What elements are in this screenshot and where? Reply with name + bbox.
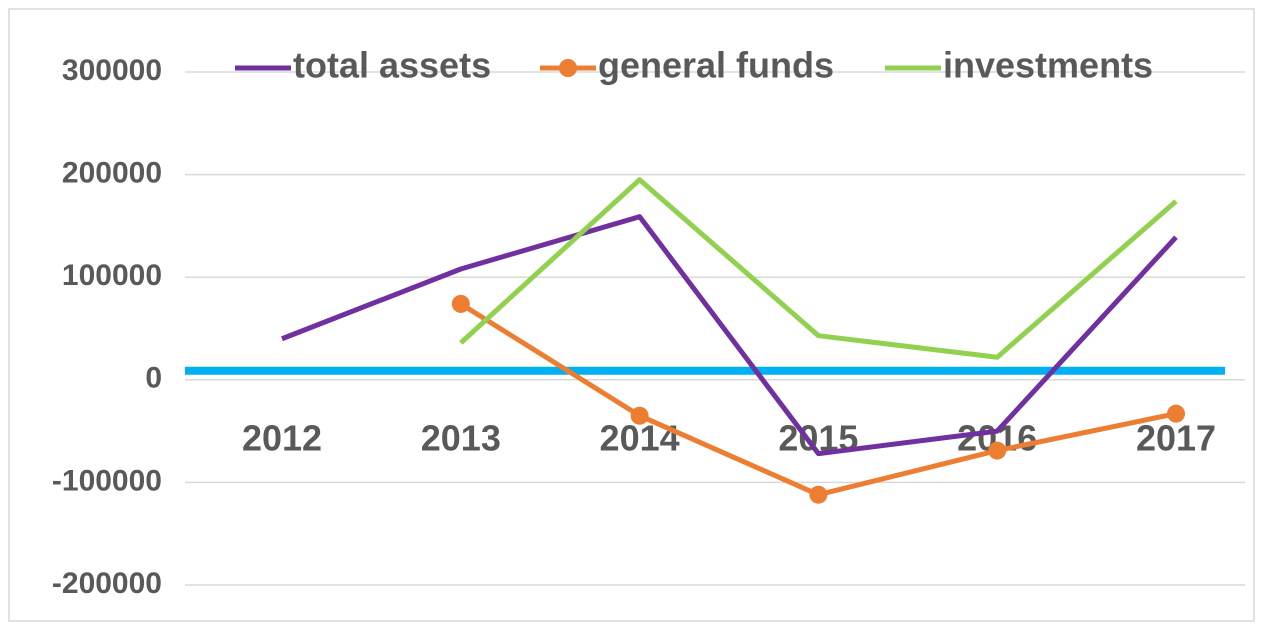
data-point [809, 485, 828, 504]
y-tick-label: -200000 [52, 567, 162, 600]
data-point [988, 441, 1007, 460]
data-point [630, 406, 649, 425]
x-tick-label: 2013 [421, 418, 501, 459]
y-tick-label: 100000 [62, 259, 162, 292]
x-tick-label: 2012 [242, 418, 322, 459]
legend-label: general funds [598, 45, 834, 86]
chart-border [8, 8, 1255, 622]
legend-label: total assets [293, 45, 491, 86]
data-point [451, 294, 470, 313]
legend-marker [559, 59, 577, 77]
legend-label: investments [943, 45, 1153, 86]
data-point [1167, 404, 1185, 423]
y-tick-label: -100000 [52, 464, 162, 497]
y-tick-label: 200000 [62, 157, 162, 190]
x-tick-label: 2017 [1136, 418, 1216, 459]
series-line [459, 177, 1178, 360]
series-line [281, 214, 1178, 457]
y-tick-label: 0 [145, 362, 162, 395]
y-tick-label: 300000 [62, 54, 162, 87]
